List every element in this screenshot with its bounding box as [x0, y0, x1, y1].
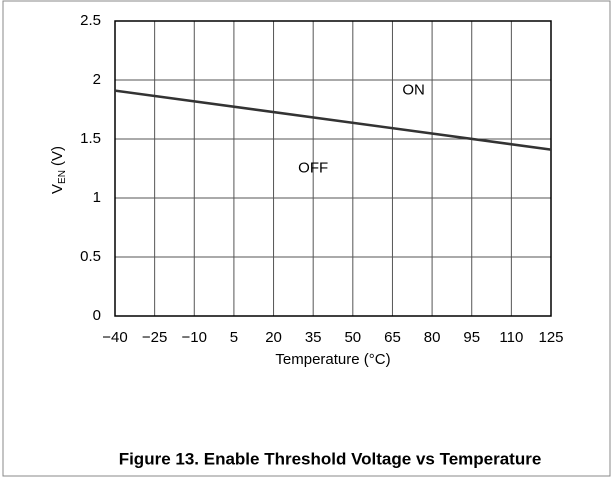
x-tick-label: 125 — [538, 329, 563, 346]
x-tick-label: 80 — [424, 329, 441, 346]
y-axis-label: VEN (V) — [49, 146, 68, 194]
x-tick-label: 110 — [499, 329, 523, 346]
annotation: ON — [402, 82, 425, 99]
chart-title: Figure 13. Enable Threshold Voltage vs T… — [119, 449, 542, 468]
y-tick-label: 1 — [93, 189, 101, 206]
x-tick-label: −40 — [102, 329, 127, 346]
x-tick-label: 20 — [265, 329, 282, 346]
x-tick-label: 5 — [230, 329, 238, 346]
y-tick-label: 2.5 — [80, 12, 101, 29]
y-tick-label: 0.5 — [80, 248, 101, 265]
x-tick-label: 65 — [384, 329, 401, 346]
annotation: OFF — [298, 159, 328, 176]
y-tick-label: 1.5 — [80, 130, 101, 147]
y-tick-label: 2 — [93, 71, 101, 88]
plot-border — [114, 20, 552, 317]
x-tick-label: 35 — [305, 329, 322, 346]
y-label-unit: (V) — [49, 146, 66, 166]
line — [114, 89, 552, 151]
y-tick-label: 0 — [93, 307, 101, 324]
x-axis-label: Temperature (°C) — [275, 351, 390, 368]
x-tick-label: −25 — [142, 329, 167, 346]
x-tick-label: 50 — [344, 329, 361, 346]
x-tick-label: 95 — [463, 329, 480, 346]
y-label-main: V — [49, 184, 66, 194]
y-label-sub: EN — [57, 170, 68, 184]
x-tick-label: −10 — [182, 329, 207, 346]
